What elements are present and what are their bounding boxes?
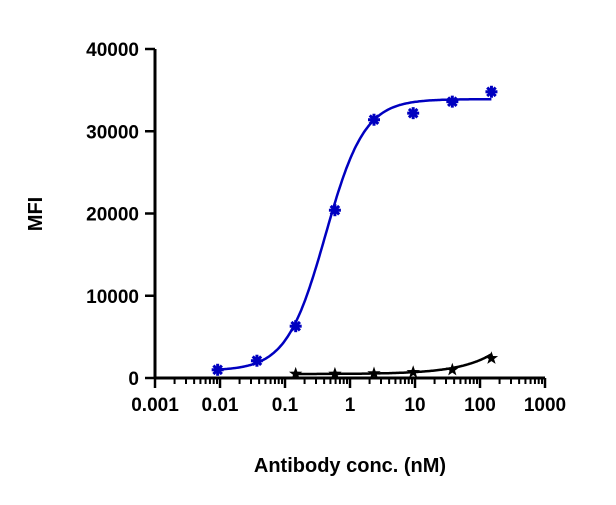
data-point-asterisk xyxy=(446,95,459,108)
data-point-star xyxy=(367,366,381,380)
x-tick-label: 1 xyxy=(345,395,356,416)
data-point-asterisk xyxy=(485,85,498,98)
asterisk-center xyxy=(487,88,495,96)
data-point-asterisk xyxy=(211,363,224,376)
asterisk-center xyxy=(448,98,456,106)
y-tick-label: 30000 xyxy=(86,122,139,143)
data-point-star xyxy=(445,362,459,376)
data-point-asterisk xyxy=(289,320,302,333)
asterisk-center xyxy=(253,357,261,365)
fit-curve-series-2 xyxy=(295,353,493,376)
x-tick-label: 1000 xyxy=(524,395,566,416)
data-point-star xyxy=(289,366,303,380)
x-tick-label: 100 xyxy=(464,395,496,416)
data-point-asterisk xyxy=(407,107,420,120)
y-axis-label: MFI xyxy=(25,197,47,231)
y-tick-label: 40000 xyxy=(86,40,139,61)
data-point-star xyxy=(328,366,342,380)
x-tick-label: 10 xyxy=(404,395,425,416)
asterisk-center xyxy=(409,109,417,117)
x-tick-label: 0.01 xyxy=(202,395,239,416)
data-point-star xyxy=(484,351,499,364)
fit-curve-series-1 xyxy=(217,97,492,371)
asterisk-center xyxy=(370,116,378,124)
x-axis-label: Antibody conc. (nM) xyxy=(254,455,446,477)
y-tick-label: 20000 xyxy=(86,205,139,226)
data-point-asterisk xyxy=(250,354,263,367)
data-points xyxy=(211,85,499,380)
x-tick-label: 0.001 xyxy=(131,395,179,416)
asterisk-center xyxy=(331,206,339,214)
data-point-star xyxy=(406,365,420,378)
y-tick-label: 0 xyxy=(128,369,139,390)
asterisk-center xyxy=(214,366,222,374)
y-tick-label: 10000 xyxy=(86,287,139,308)
data-point-asterisk xyxy=(328,204,341,217)
data-point-asterisk xyxy=(367,113,380,126)
asterisk-center xyxy=(292,322,300,330)
fit-curves xyxy=(217,97,493,376)
x-tick-label: 0.1 xyxy=(272,395,299,416)
axes: 0.001 0.01 0.1 1 10 100 1000010000200003000040… xyxy=(86,40,566,416)
